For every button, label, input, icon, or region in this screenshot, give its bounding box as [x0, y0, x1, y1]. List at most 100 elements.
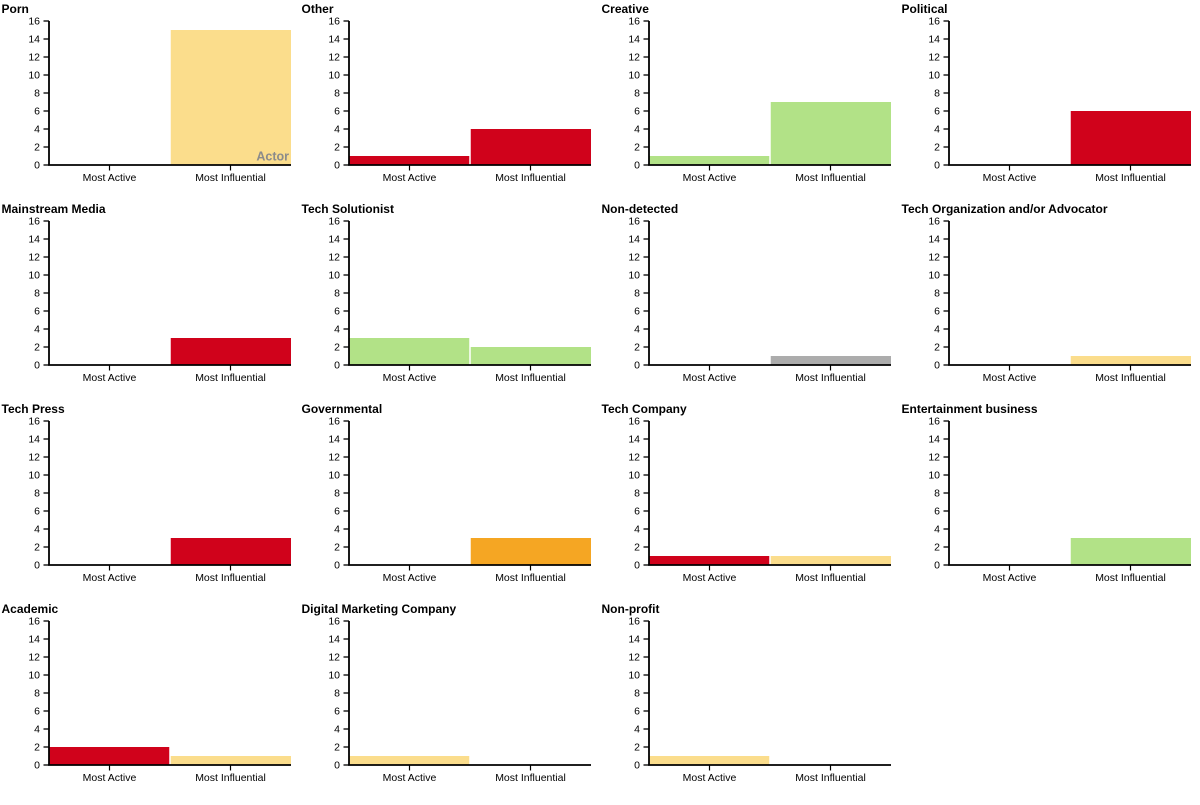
chart-svg-governmental: Governmental 0 2 4 6 8 10 12 14 16 Most Active Most… [302, 402, 591, 584]
y-tick-label: 4 [34, 124, 40, 136]
y-tick-label: 8 [934, 288, 940, 300]
y-tick-label: 12 [328, 652, 340, 664]
y-tick-label: 10 [328, 670, 340, 682]
chart-governmental: Governmental 0 2 4 6 8 10 12 14 16 Most Active Most… [300, 400, 600, 600]
y-tick-label: 2 [34, 542, 40, 554]
y-tick-label: 2 [934, 342, 940, 354]
y-tick-label: 2 [34, 142, 40, 154]
y-tick-label: 4 [34, 724, 40, 736]
y-tick-label: 6 [34, 506, 40, 518]
y-tick-label: 2 [934, 142, 940, 154]
chart-tech-company: Tech Company 0 2 4 6 8 10 12 14 16 Most Active Most… [600, 400, 900, 600]
x-tick-label-most-active: Most Active [83, 172, 137, 184]
y-tick-label: 8 [934, 88, 940, 100]
y-tick-label: 12 [28, 652, 40, 664]
chart-creative: Creative 0 2 4 6 8 10 12 14 16 Most Active Most Inf… [600, 0, 900, 200]
y-tick-label: 2 [934, 542, 940, 554]
chart-svg-other: Other 0 2 4 6 8 10 12 14 16 Most Active Most Influe… [302, 2, 591, 184]
chart-title: Academic [2, 602, 59, 616]
y-tick-label: 14 [28, 34, 40, 46]
y-tick-label: 4 [334, 524, 340, 536]
y-tick-label: 0 [934, 560, 940, 572]
y-tick-label: 6 [634, 106, 640, 118]
y-tick-label: 16 [328, 416, 340, 428]
annotation-actor: Actor [256, 150, 289, 164]
y-tick-label: 0 [634, 760, 640, 772]
chart-title: Non-profit [602, 602, 660, 616]
y-tick-label: 14 [628, 634, 640, 646]
y-tick-label: 16 [928, 16, 940, 28]
y-tick-label: 8 [634, 88, 640, 100]
y-tick-label: 0 [34, 160, 40, 172]
y-tick-label: 0 [634, 360, 640, 372]
y-tick-label: 8 [634, 688, 640, 700]
y-tick-label: 0 [334, 760, 340, 772]
y-tick-label: 2 [334, 342, 340, 354]
x-tick-label-most-influential: Most Influential [495, 572, 566, 584]
y-tick-label: 0 [634, 560, 640, 572]
y-tick-label: 6 [334, 106, 340, 118]
y-tick-label: 4 [934, 524, 940, 536]
y-tick-label: 14 [328, 634, 340, 646]
y-tick-label: 12 [28, 452, 40, 464]
y-tick-label: 14 [328, 234, 340, 246]
y-tick-label: 16 [928, 416, 940, 428]
y-tick-label: 6 [34, 306, 40, 318]
chart-non-profit: Non-profit 0 2 4 6 8 10 12 14 16 Most Active Most I… [600, 600, 900, 800]
x-tick-label-most-active: Most Active [683, 572, 737, 584]
chart-title: Non-detected [602, 202, 679, 216]
y-tick-label: 6 [34, 106, 40, 118]
y-tick-label: 0 [634, 160, 640, 172]
chart-other: Other 0 2 4 6 8 10 12 14 16 Most Active Most Influe… [300, 0, 600, 200]
y-tick-label: 14 [28, 434, 40, 446]
y-tick-label: 8 [334, 688, 340, 700]
x-tick-label-most-influential: Most Influential [1095, 372, 1166, 384]
y-tick-label: 14 [628, 434, 640, 446]
y-tick-label: 16 [928, 216, 940, 228]
bar-most-active [349, 756, 470, 765]
x-tick-label-most-active: Most Active [383, 172, 437, 184]
y-tick-label: 0 [334, 560, 340, 572]
y-tick-label: 0 [34, 560, 40, 572]
x-tick-label-most-active: Most Active [683, 772, 737, 784]
y-tick-label: 16 [628, 616, 640, 628]
chart-title: Tech Company [602, 402, 687, 416]
y-tick-label: 10 [28, 470, 40, 482]
x-tick-label-most-active: Most Active [983, 172, 1037, 184]
chart-entertainment-business: Entertainment business 0 2 4 6 8 10 12 14 16 Most … [900, 400, 1200, 600]
y-tick-label: 12 [28, 252, 40, 264]
x-tick-label-most-influential: Most Influential [1095, 172, 1166, 184]
bar-most-influential [1070, 356, 1191, 365]
x-tick-label-most-active: Most Active [683, 372, 737, 384]
chart-tech-solutionist: Tech Solutionist 0 2 4 6 8 10 12 14 16 Most Active… [300, 200, 600, 400]
y-tick-label: 8 [634, 488, 640, 500]
y-tick-label: 12 [928, 252, 940, 264]
y-tick-label: 4 [334, 324, 340, 336]
x-tick-label-most-active: Most Active [983, 572, 1037, 584]
y-tick-label: 16 [28, 216, 40, 228]
y-tick-label: 16 [28, 616, 40, 628]
bar-most-active [649, 156, 770, 165]
y-tick-label: 14 [328, 434, 340, 446]
y-tick-label: 8 [334, 488, 340, 500]
y-tick-label: 8 [634, 288, 640, 300]
y-tick-label: 8 [334, 88, 340, 100]
y-tick-label: 12 [28, 52, 40, 64]
bar-most-influential [1070, 538, 1191, 565]
y-tick-label: 16 [328, 16, 340, 28]
x-tick-label-most-active: Most Active [83, 572, 137, 584]
bar-most-active [649, 556, 770, 565]
y-tick-label: 10 [328, 470, 340, 482]
y-tick-label: 16 [628, 216, 640, 228]
chart-svg-non-profit: Non-profit 0 2 4 6 8 10 12 14 16 Most Active Most I… [602, 602, 891, 784]
y-tick-label: 6 [634, 706, 640, 718]
chart-svg-entertainment-business: Entertainment business 0 2 4 6 8 10 12 14 16 Most … [902, 402, 1191, 584]
x-tick-label-most-influential: Most Influential [495, 772, 566, 784]
x-tick-label-most-influential: Most Influential [795, 372, 866, 384]
bar-most-influential [770, 556, 891, 565]
y-tick-label: 16 [28, 416, 40, 428]
chart-svg-tech-company: Tech Company 0 2 4 6 8 10 12 14 16 Most Active Most… [602, 402, 891, 584]
x-tick-label-most-active: Most Active [383, 372, 437, 384]
y-tick-label: 14 [628, 234, 640, 246]
x-tick-label-most-influential: Most Influential [195, 572, 266, 584]
